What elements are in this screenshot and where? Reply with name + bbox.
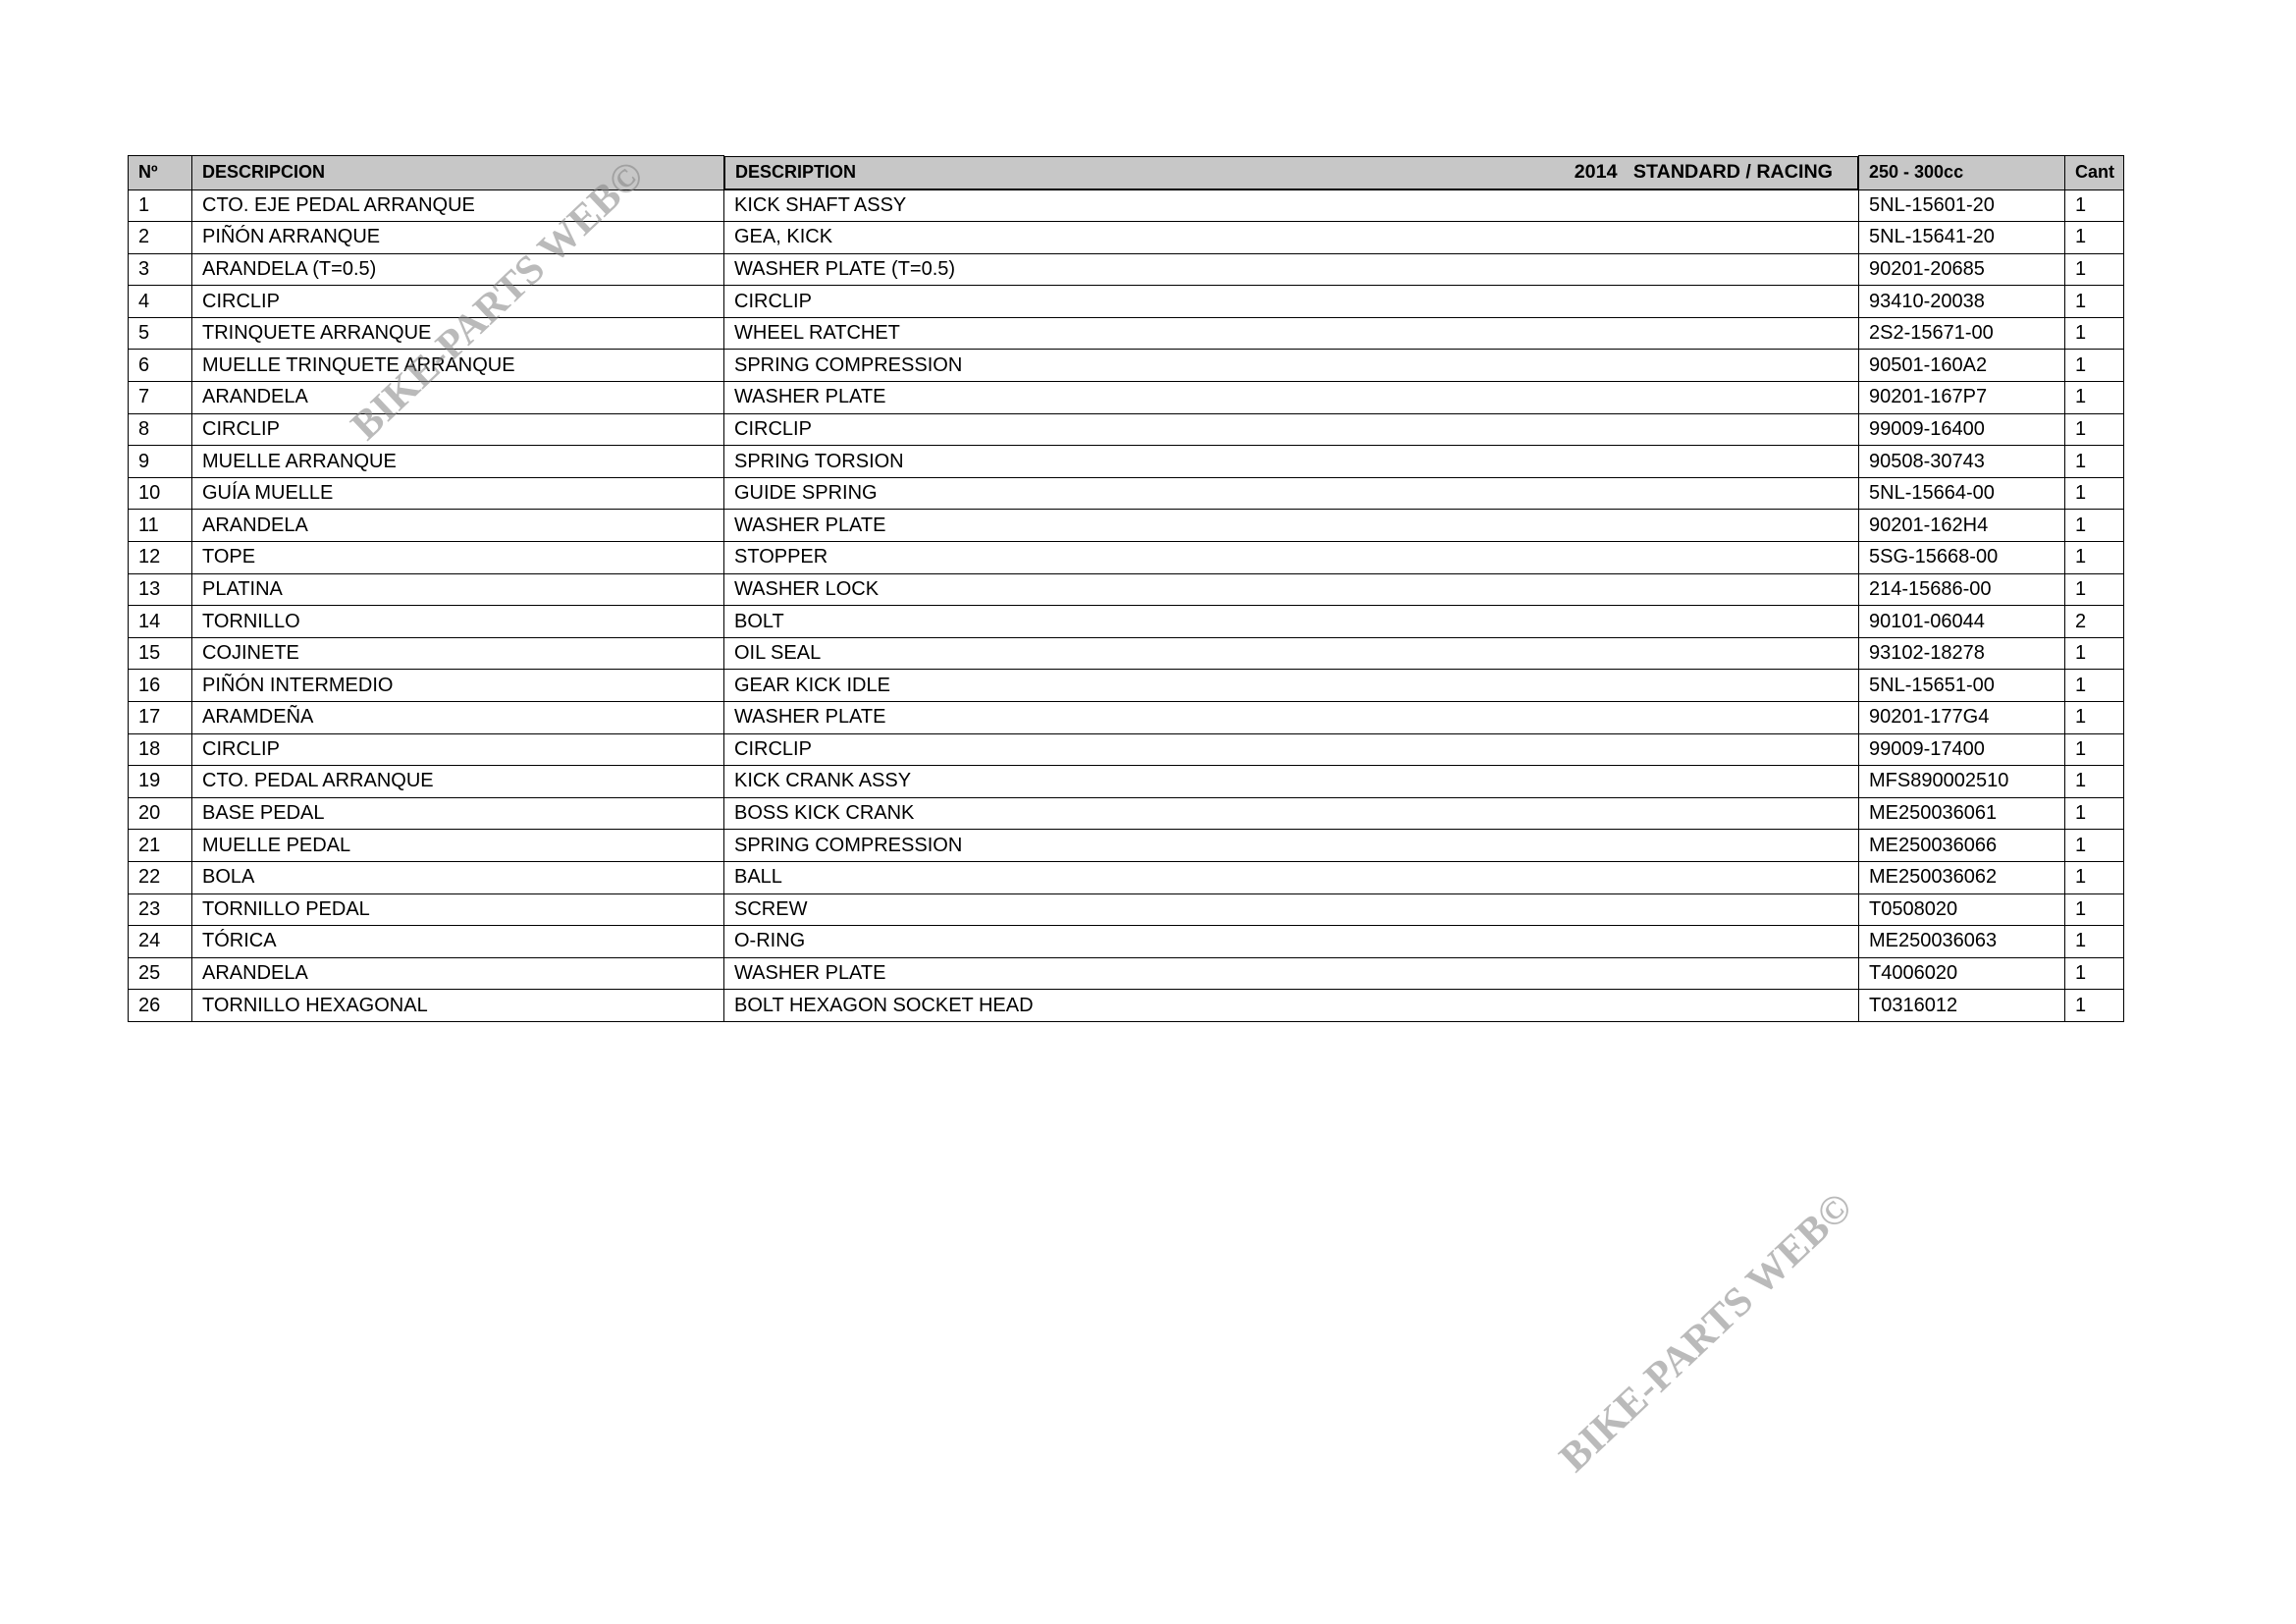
svg-text:BIKE-PARTS WEB©: BIKE-PARTS WEB© [1551,1184,1861,1481]
